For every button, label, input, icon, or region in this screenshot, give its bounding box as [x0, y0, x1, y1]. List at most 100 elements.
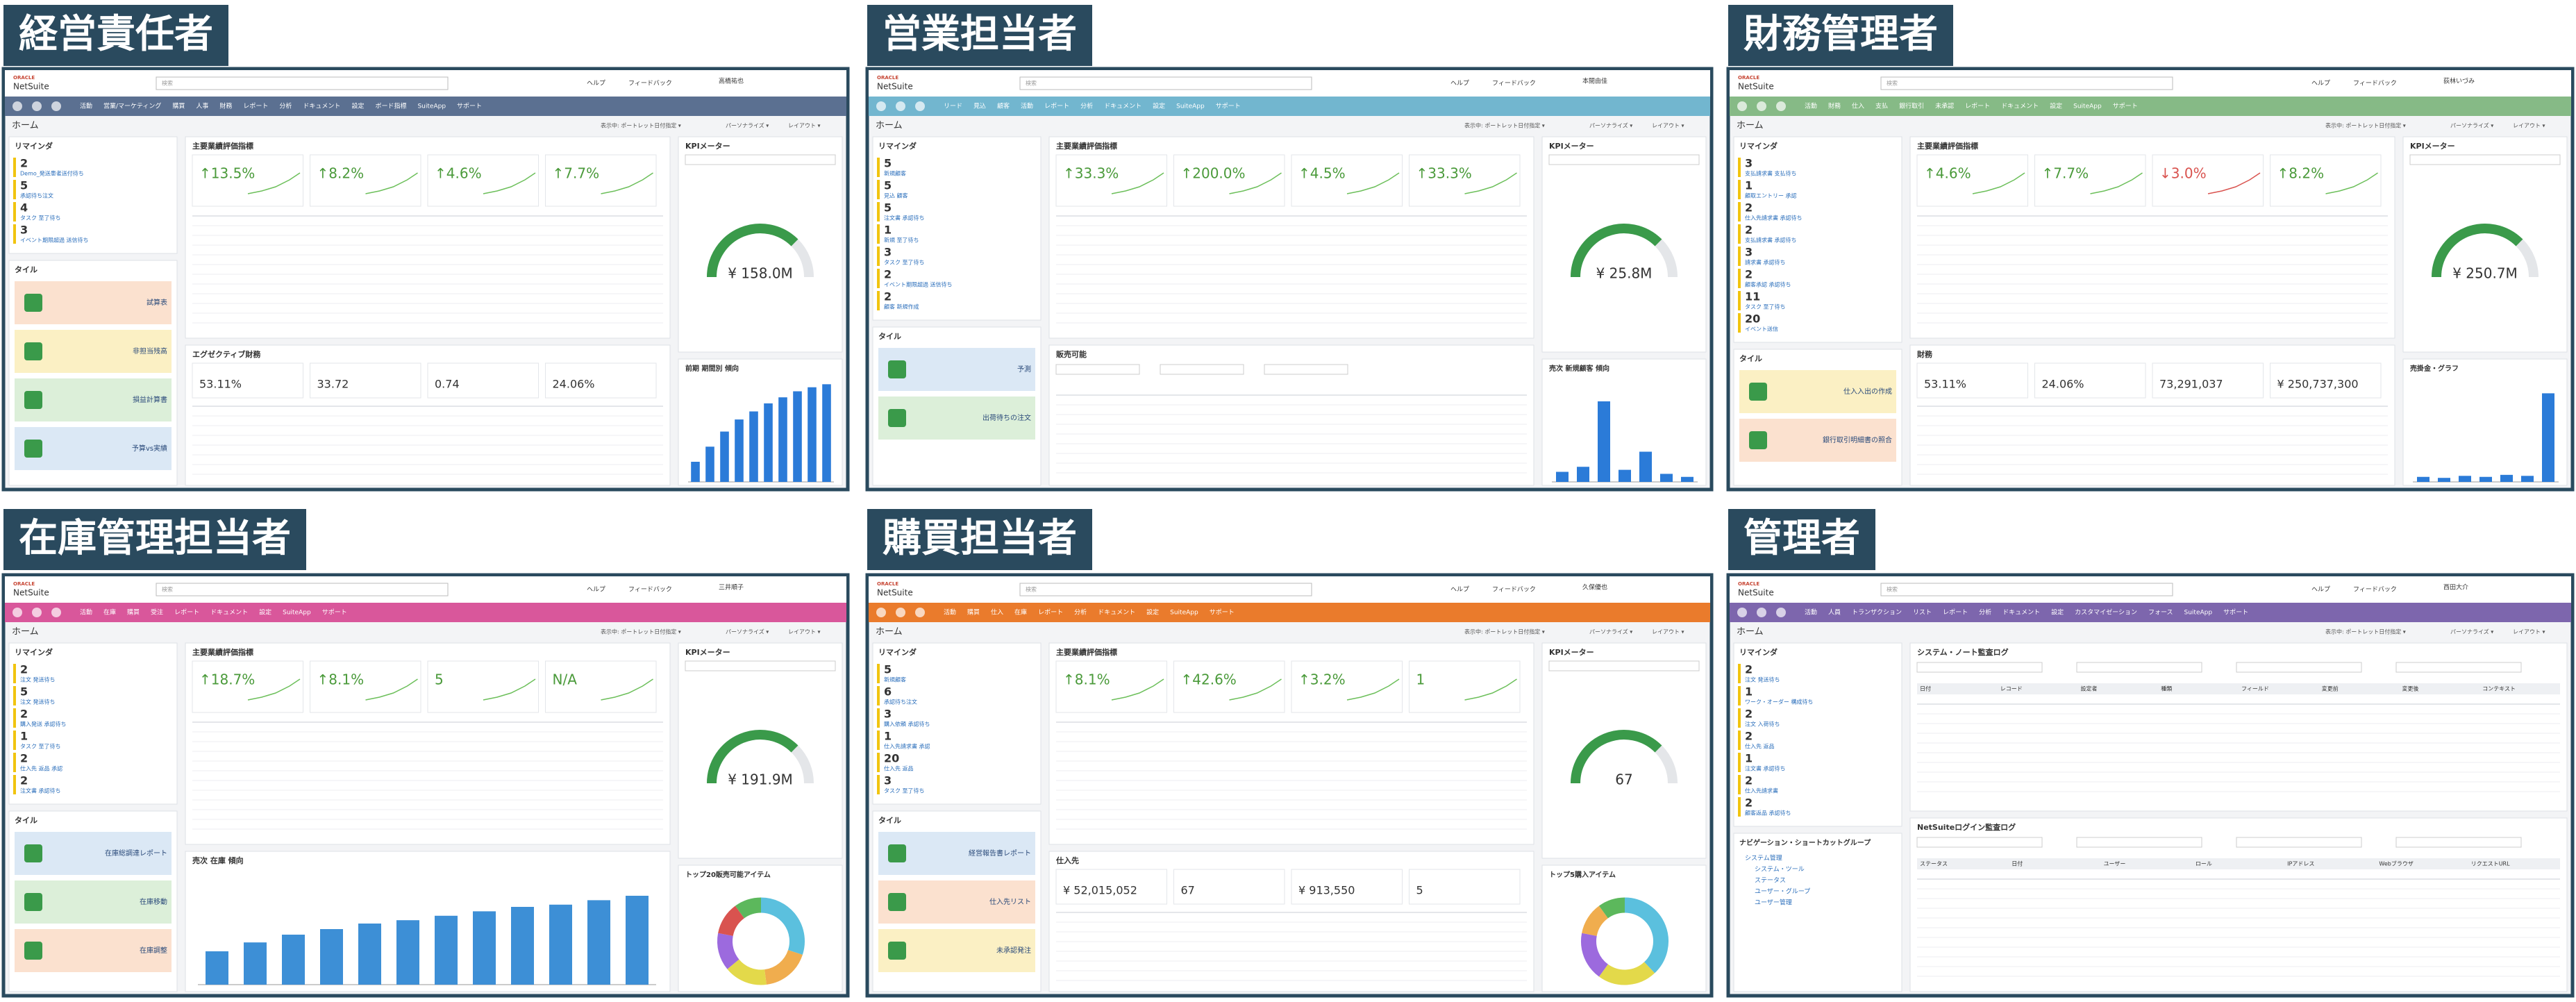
reminder-label[interactable]: 購入発送 承認待ち — [20, 721, 67, 728]
reminder-label[interactable]: イベント期限超過 送信待ち — [884, 281, 953, 288]
help-link[interactable]: ヘルプ — [587, 80, 605, 87]
reminder-label[interactable]: 支払請求書 承認待ち — [1745, 237, 1797, 244]
nav-icon[interactable] — [896, 101, 905, 111]
nav-icon[interactable] — [12, 101, 22, 111]
nav-item[interactable]: 仕入 — [991, 608, 1003, 617]
reminder-label[interactable]: 仕入先請求書 承認待ち — [1745, 215, 1803, 222]
nav-icon[interactable] — [1757, 101, 1766, 111]
nav-item[interactable]: 銀行取引 — [1899, 102, 1924, 110]
nav-icon[interactable] — [32, 101, 42, 111]
filter-field[interactable] — [1160, 364, 1244, 375]
reminder-label[interactable]: 見込 顧客 — [884, 192, 908, 199]
search-box[interactable] — [1880, 583, 2173, 596]
reminder-count[interactable]: 1 — [884, 730, 892, 743]
nav-item[interactable]: 活動 — [80, 102, 92, 110]
feedback-link[interactable]: フィードバック — [628, 80, 672, 87]
nav-item[interactable]: 分析 — [1979, 608, 1991, 617]
filter-field[interactable] — [1916, 662, 2043, 673]
nav-item[interactable]: 購買 — [967, 608, 980, 617]
nav-item[interactable]: SuiteApp — [1176, 103, 1205, 110]
nav-item[interactable]: 活動 — [944, 608, 956, 617]
reminder-label[interactable]: 顧客承認 承認待ち — [1745, 281, 1791, 288]
nav-item[interactable]: 活動 — [1021, 102, 1033, 110]
reminder-label[interactable]: 顧取エントリー 承認 — [1745, 192, 1797, 199]
nav-item[interactable]: サポート — [2223, 609, 2248, 617]
nav-item[interactable]: 見込 — [973, 103, 986, 110]
feedback-link[interactable]: フィードバック — [2353, 80, 2397, 87]
filter-field[interactable] — [1264, 364, 1348, 375]
reminder-count[interactable]: 1 — [1745, 752, 1753, 765]
shortcut-link[interactable]: ユーザー・グループ — [1755, 887, 1810, 896]
nav-item[interactable]: サポート — [322, 609, 347, 617]
reminder-count[interactable]: 1 — [1745, 179, 1753, 192]
shortcut-link[interactable]: システム・ツール — [1755, 866, 1805, 874]
help-link[interactable]: ヘルプ — [1450, 80, 1469, 87]
select-field[interactable] — [1548, 154, 1700, 165]
reminder-count[interactable]: 2 — [1745, 224, 1753, 237]
feedback-link[interactable]: フィードバック — [1492, 586, 1536, 594]
nav-item[interactable]: 人員 — [1828, 609, 1841, 617]
reminder-count[interactable]: 1 — [884, 224, 892, 237]
nav-item[interactable]: 人事 — [196, 102, 208, 110]
reminder-label[interactable]: タスク 至了待ち — [884, 259, 925, 266]
search-box[interactable] — [156, 76, 449, 90]
nav-icon[interactable] — [1776, 608, 1786, 617]
filter-field[interactable] — [2395, 662, 2522, 673]
reminder-count[interactable]: 2 — [1745, 201, 1753, 215]
search-box[interactable] — [1019, 76, 1312, 90]
reminder-label[interactable]: イベント送信 — [1745, 326, 1778, 333]
nav-item[interactable]: 活動 — [80, 608, 92, 617]
nav-item[interactable]: 顧客 — [997, 102, 1010, 110]
personalize-menu[interactable]: パーソナライズ ▾ — [1589, 628, 1632, 635]
nav-item[interactable]: 設定 — [2050, 102, 2062, 110]
nav-icon[interactable] — [1737, 101, 1747, 111]
reminder-count[interactable]: 2 — [884, 290, 892, 303]
reminder-label[interactable]: 仕入先請求書 承認 — [884, 743, 930, 750]
reminder-count[interactable]: 3 — [884, 774, 892, 787]
nav-item[interactable]: レポート — [1044, 103, 1069, 110]
view-menu[interactable]: 表示中: ポートレット日付指定 ▾ — [601, 628, 681, 635]
nav-icon[interactable] — [12, 608, 22, 617]
feedback-link[interactable]: フィードバック — [1492, 80, 1536, 87]
nav-item[interactable]: サポート — [2113, 103, 2138, 110]
nav-item[interactable]: レポート — [243, 103, 268, 110]
nav-item[interactable]: 営業/マーケティング — [103, 102, 161, 110]
nav-item[interactable]: 設定 — [1146, 608, 1159, 617]
filter-field[interactable] — [2395, 837, 2522, 848]
reminder-count[interactable]: 20 — [884, 752, 899, 765]
nav-item[interactable]: 財務 — [219, 102, 232, 110]
nav-item[interactable]: 在庫 — [103, 608, 116, 617]
nav-item[interactable]: ボード指標 — [375, 102, 406, 110]
select-field[interactable] — [685, 660, 836, 671]
personalize-menu[interactable]: パーソナライズ ▾ — [1589, 122, 1632, 129]
help-link[interactable]: ヘルプ — [2311, 586, 2330, 594]
nav-item[interactable]: フォース — [2148, 610, 2173, 617]
nav-item[interactable]: SuiteApp — [417, 103, 446, 110]
reminder-label[interactable]: 顧客 新規作成 — [884, 303, 919, 310]
nav-item[interactable]: ドキュメント — [1104, 103, 1141, 110]
reminder-label[interactable]: 仕入先請求書 — [1745, 787, 1778, 794]
nav-item[interactable]: レポート — [1943, 609, 1968, 617]
reminder-label[interactable]: Demo_発送患者送付待ち — [20, 170, 84, 177]
reminder-label[interactable]: 新規顧客 — [884, 676, 906, 683]
search-box[interactable] — [156, 583, 449, 596]
nav-icon[interactable] — [876, 608, 886, 617]
reminder-count[interactable]: 3 — [884, 708, 892, 721]
nav-icon[interactable] — [51, 608, 61, 617]
filter-field[interactable] — [1916, 837, 2043, 848]
reminder-label[interactable]: 仕入先 返品 承認 — [20, 765, 62, 772]
reminder-label[interactable]: 購入依頼 承認待ち — [884, 721, 930, 728]
nav-item[interactable]: ドキュメント — [2002, 610, 2040, 617]
reminder-count[interactable]: 11 — [1745, 290, 1760, 303]
help-link[interactable]: ヘルプ — [2311, 80, 2330, 87]
nav-item[interactable]: SuiteApp — [1170, 610, 1198, 617]
nav-item[interactable]: リード — [944, 103, 962, 110]
select-field[interactable] — [2409, 154, 2561, 165]
view-menu[interactable]: 表示中: ポートレット日付指定 ▾ — [2325, 122, 2406, 129]
personalize-menu[interactable]: パーソナライズ ▾ — [726, 122, 769, 129]
nav-item[interactable]: 未承認 — [1935, 102, 1954, 110]
reminder-label[interactable]: 新規顧客 — [884, 170, 906, 177]
nav-item[interactable]: サポート — [1210, 609, 1235, 617]
reminder-count[interactable]: 5 — [884, 179, 892, 192]
nav-item[interactable]: レポート — [1965, 103, 1990, 110]
